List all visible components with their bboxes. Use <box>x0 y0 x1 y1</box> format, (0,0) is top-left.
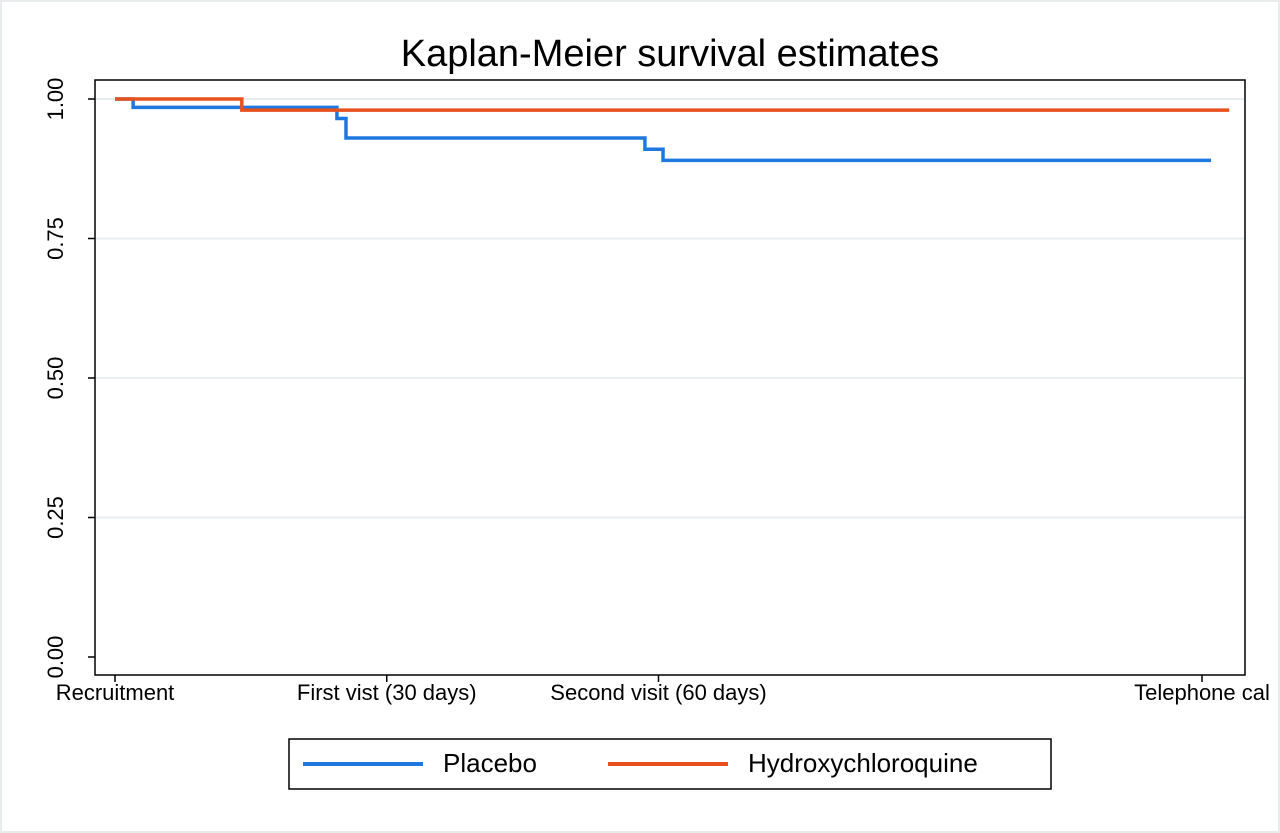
y-tick-label: 0.00 <box>43 636 68 679</box>
y-tick-label: 0.75 <box>43 217 68 260</box>
legend: Placebo Hydroxychloroquine <box>288 738 1052 790</box>
x-tick-label: Second visit (60 days) <box>550 680 766 705</box>
x-tick-label: Telephone cal <box>1134 680 1270 705</box>
x-tick-label: Recruitment <box>56 680 175 705</box>
y-tick-label: 1.00 <box>43 78 68 121</box>
series-lines <box>115 97 1230 163</box>
legend-label-hydroxychloroquine: Hydroxychloroquine <box>748 748 978 778</box>
y-tick-label: 0.25 <box>43 496 68 539</box>
x-tick-label: First vist (30 days) <box>297 680 477 705</box>
series-line-hydroxychloroquine <box>115 97 1230 112</box>
legend-label-placebo: Placebo <box>443 748 537 778</box>
y-axis: 0.00 0.25 0.50 0.75 1.00 <box>43 78 95 679</box>
series-line-placebo <box>115 97 1212 163</box>
x-axis: Recruitment First vist (30 days) Second vi… <box>56 675 1270 705</box>
y-tick-label: 0.50 <box>43 357 68 400</box>
grid-lines <box>96 98 1244 519</box>
chart-title: Kaplan-Meier survival estimates <box>401 33 940 75</box>
